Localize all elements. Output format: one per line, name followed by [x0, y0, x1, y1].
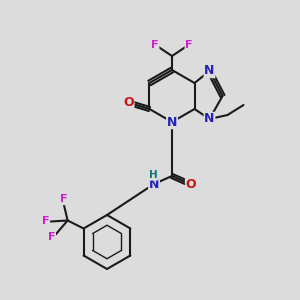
- Text: O: O: [123, 97, 134, 110]
- Text: F: F: [48, 232, 56, 242]
- Text: H: H: [148, 170, 158, 180]
- Text: N: N: [204, 64, 215, 77]
- Text: N: N: [167, 116, 177, 128]
- Text: F: F: [42, 217, 50, 226]
- Text: F: F: [185, 40, 193, 50]
- Text: N: N: [204, 112, 215, 125]
- Text: F: F: [151, 40, 159, 50]
- Text: F: F: [60, 194, 68, 205]
- Text: N: N: [149, 178, 159, 190]
- Text: O: O: [186, 178, 196, 190]
